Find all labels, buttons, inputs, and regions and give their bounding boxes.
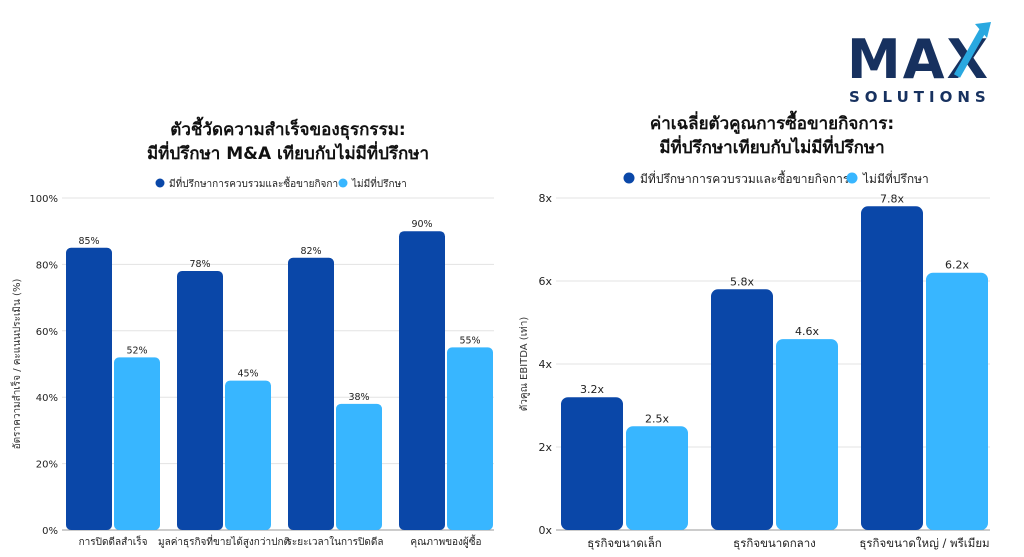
c2-category-label: ธุรกิจขนาดเล็ก	[587, 535, 662, 550]
c1-data-label: 82%	[300, 246, 321, 257]
chart2-ylabel: ตัวคูณ EBITDA (เท่า)	[519, 317, 530, 412]
c1-ytick-label: 80%	[36, 260, 58, 271]
c1-data-label: 52%	[126, 345, 147, 356]
logo-subtitle: SOLUTIONS	[849, 88, 991, 106]
c2-data-label: 2.5x	[645, 412, 669, 425]
logo-graphic: MAX SOLUTIONS	[847, 22, 991, 106]
c1-data-label: 45%	[237, 369, 258, 380]
c1-category-label: มูลค่าธุรกิจที่ขายได้สูงกว่าปกติ	[158, 534, 290, 548]
c1-bar	[177, 271, 223, 530]
chart2-legend-marker-no-advisor	[846, 172, 858, 184]
c1-bar	[66, 247, 112, 531]
chart1-title-line2: มีที่ปรึกษา M&A เทียบกับไม่มีที่ปรึกษา	[147, 141, 429, 164]
c2-data-label: 7.8x	[880, 192, 904, 205]
c1-bar	[288, 257, 334, 530]
c1-data-label: 78%	[189, 259, 210, 270]
c1-data-label: 55%	[459, 335, 480, 346]
chart-ebitda-multiples: ค่าเฉลี่ยตัวคูณการซื้อขายกิจการ: มีที่ปร…	[519, 110, 990, 550]
c2-ytick-label: 4x	[538, 358, 552, 371]
c2-bar	[626, 426, 688, 530]
c2-data-label: 5.8x	[730, 275, 754, 288]
c1-bar	[336, 403, 382, 530]
c2-data-label: 4.6x	[795, 325, 819, 338]
c1-category-label: คุณภาพของผู้ซื้อ	[410, 534, 481, 548]
c2-bar	[926, 272, 988, 530]
c1-data-label: 90%	[411, 219, 432, 230]
chart2-title-line1: ค่าเฉลี่ยตัวคูณการซื้อขายกิจการ:	[650, 110, 894, 135]
chart1-legend-marker-advisor	[155, 178, 165, 188]
c2-category-label: ธุรกิจขนาดกลาง	[733, 536, 816, 550]
c2-ytick-label: 0x	[538, 524, 552, 537]
c1-ytick-label: 100%	[29, 194, 58, 205]
c2-ytick-label: 8x	[538, 192, 552, 205]
logo-arrowhead-icon	[975, 22, 991, 38]
chart1-legend: มีที่ปรึกษาการควบรวมและซื้อขายกิจการ ไม่…	[155, 176, 407, 190]
c1-bar	[225, 380, 271, 530]
c2-ytick-label: 2x	[538, 441, 552, 454]
c2-bar	[711, 289, 773, 530]
chart1-legend-marker-no-advisor	[338, 178, 348, 188]
c1-bar	[114, 357, 160, 530]
c1-category-label: ระยะเวลาในการปิดดีล	[287, 536, 384, 548]
chart1-legend-no-advisor: ไม่มีที่ปรึกษา	[351, 176, 407, 190]
c2-bar	[776, 339, 838, 530]
c1-category-label: การปิดดีลสำเร็จ	[79, 534, 148, 548]
chart2-legend-marker-advisor	[623, 172, 635, 184]
c1-data-label: 85%	[78, 236, 99, 247]
max-solutions-logo: MAX SOLUTIONS	[845, 20, 995, 108]
chart1-title-line1: ตัวชี้วัดความสำเร็จของธุรกรรม:	[170, 116, 405, 140]
c2-category-label: ธุรกิจขนาดใหญ่ / พรีเมียม	[859, 536, 989, 550]
c1-bar	[447, 347, 493, 530]
c1-bar	[399, 231, 445, 530]
chart1-legend-advisor: มีที่ปรึกษาการควบรวมและซื้อขายกิจการ	[169, 176, 344, 190]
logo-arrow-icon	[953, 28, 987, 78]
chart2-title-line2: มีที่ปรึกษาเทียบกับไม่มีที่ปรึกษา	[659, 135, 884, 158]
c1-ytick-label: 20%	[36, 460, 58, 471]
c2-ytick-label: 6x	[538, 275, 552, 288]
chart2-legend-no-advisor: ไม่มีที่ปรึกษา	[862, 170, 929, 186]
chart2-legend-advisor: มีที่ปรึกษาการควบรวมและซื้อขายกิจการ	[640, 170, 850, 186]
c2-bar	[561, 397, 623, 530]
c2-bar	[861, 206, 923, 531]
c1-ytick-label: 60%	[36, 327, 58, 338]
chart-success-metrics: ตัวชี้วัดความสำเร็จของธุรกรรม: มีที่ปรึก…	[9, 116, 494, 548]
c1-ytick-label: 40%	[36, 393, 58, 404]
chart1-ylabel: อัตราความสำเร็จ / คะแนนประเมิน (%)	[9, 279, 23, 450]
c2-data-label: 6.2x	[945, 259, 969, 272]
c1-ytick-label: 0%	[42, 526, 58, 537]
c1-data-label: 38%	[348, 392, 369, 403]
c2-data-label: 3.2x	[580, 383, 604, 396]
chart2-legend: มีที่ปรึกษาการควบรวมและซื้อขายกิจการ ไม่…	[623, 170, 929, 186]
